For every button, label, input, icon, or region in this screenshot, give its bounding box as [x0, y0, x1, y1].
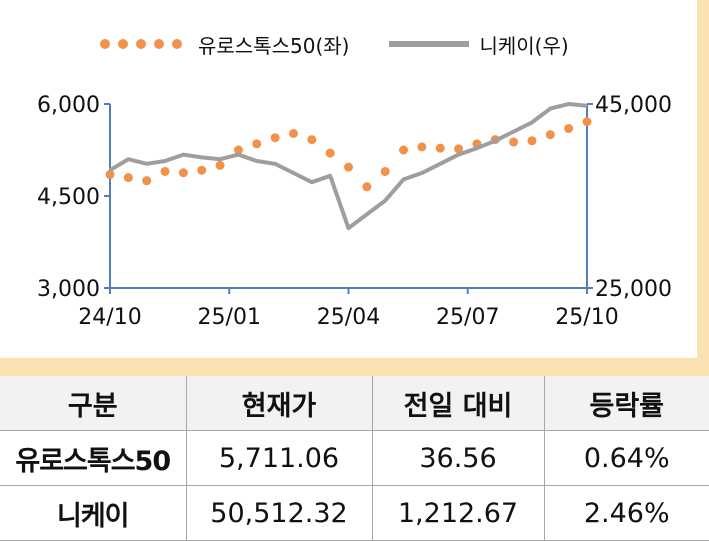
eurostoxx-point	[325, 148, 335, 158]
eurostoxx-point	[435, 143, 445, 153]
table-header-row: 구분 현재가 전일 대비 등락률	[0, 376, 709, 431]
row-change: 1,212.67	[372, 485, 545, 541]
x-tick-label: 25/10	[555, 305, 618, 330]
eurostoxx-point	[454, 144, 464, 154]
eurostoxx-point	[509, 137, 519, 147]
table-row: 니케이 50,512.32 1,212.67 2.46%	[0, 485, 709, 541]
left-tick-label: 3,000	[37, 277, 100, 302]
x-tick-label: 25/04	[317, 305, 380, 330]
eurostoxx-point	[417, 142, 427, 152]
header-change: 전일 대비	[372, 376, 545, 431]
x-tick-label: 25/01	[198, 305, 261, 330]
line-chart: 3,000 4,500 6,000 25,000 45,000 24/10 25/01 25/…	[37, 93, 672, 330]
legend-item-eurostoxx: 유로스톡스50(좌)	[100, 30, 349, 59]
eurostoxx-point	[582, 117, 592, 127]
eurostoxx-point	[178, 168, 188, 178]
legend: 유로스톡스50(좌) 니케이(우)	[100, 30, 609, 58]
eurostoxx-point	[564, 124, 574, 134]
eurostoxx-point	[123, 173, 133, 183]
eurostoxx-point	[142, 176, 152, 186]
eurostoxx-point	[362, 182, 372, 192]
eurostoxx-point	[233, 145, 243, 155]
right-tick-label: 45,000	[595, 93, 672, 118]
row-rate: 2.46%	[544, 485, 709, 541]
row-price: 5,711.06	[186, 430, 373, 486]
eurostoxx-point	[215, 160, 225, 170]
header-rate: 등락률	[544, 376, 709, 431]
row-name: 유로스톡스50	[0, 430, 187, 486]
quote-table: 구분 현재가 전일 대비 등락률 유로스톡스50 5,711.06 36.56 …	[0, 376, 709, 541]
left-tick-label: 4,500	[37, 185, 100, 210]
header-category: 구분	[0, 376, 187, 431]
eurostoxx-point	[307, 135, 317, 145]
eurostoxx-point	[160, 166, 170, 176]
eurostoxx-point	[344, 162, 353, 172]
row-name: 니케이	[0, 485, 187, 541]
eurostoxx-point	[399, 145, 409, 155]
x-tick-label: 25/07	[436, 305, 499, 330]
eurostoxx-point	[527, 136, 537, 146]
legend-label-eurostoxx: 유로스톡스50(좌)	[198, 33, 350, 58]
legend-dots-swatch	[100, 39, 190, 49]
row-change: 36.56	[372, 430, 545, 486]
eurostoxx-point	[545, 130, 555, 140]
eurostoxx-point	[380, 166, 390, 176]
legend-line-swatch	[389, 41, 470, 47]
legend-label-nikkei: 니케이(우)	[479, 33, 569, 58]
nikkei-series-line	[108, 102, 588, 231]
row-rate: 0.64%	[544, 430, 709, 486]
table-row: 유로스톡스50 5,711.06 36.56 0.64%	[0, 430, 709, 486]
legend-item-nikkei: 니케이(우)	[389, 30, 569, 59]
header-price: 현재가	[186, 376, 373, 431]
right-tick-label: 25,000	[595, 277, 672, 302]
eurostoxx-point	[197, 165, 207, 175]
x-tick-label: 24/10	[78, 305, 141, 330]
eurostoxx-point	[252, 139, 262, 149]
eurostoxx-point	[270, 133, 280, 143]
eurostoxx-point	[288, 128, 298, 138]
chart-panel: 유로스톡스50(좌) 니케이(우) 3,000 4,500 6,000 25,000 4…	[0, 0, 697, 358]
eurostoxx-point	[105, 170, 115, 180]
row-price: 50,512.32	[186, 485, 373, 541]
quote-table-wrap: 구분 현재가 전일 대비 등락률 유로스톡스50 5,711.06 36.56 …	[0, 376, 709, 541]
left-tick-label: 6,000	[37, 93, 100, 118]
